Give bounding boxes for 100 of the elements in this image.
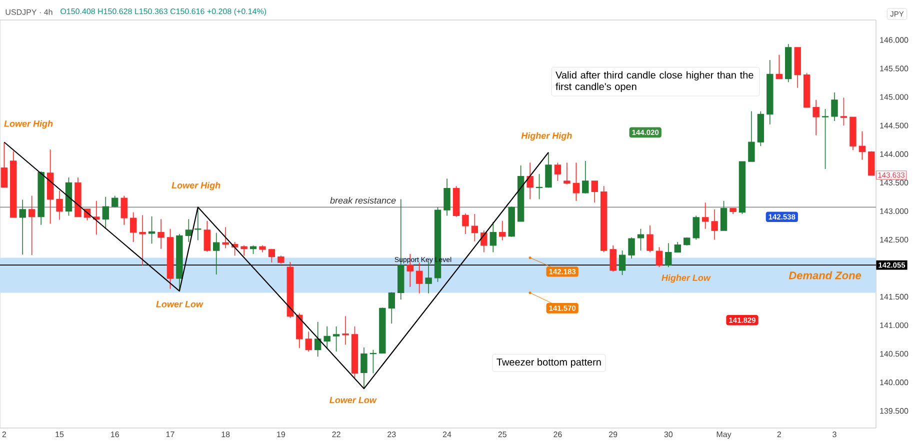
candlestick bbox=[462, 213, 469, 234]
candlestick bbox=[0, 142, 8, 188]
candlestick bbox=[720, 200, 728, 231]
y-tick-label: 140.000 bbox=[880, 380, 908, 386]
annotation: Lower High bbox=[172, 182, 220, 190]
candlestick bbox=[610, 244, 616, 272]
y-tick-label: 141.000 bbox=[880, 322, 908, 328]
candlestick bbox=[360, 347, 368, 390]
candlestick bbox=[332, 326, 340, 352]
candlestick bbox=[831, 92, 838, 122]
candlestick bbox=[646, 225, 654, 253]
x-tick-label: 26 bbox=[554, 432, 562, 438]
candlestick bbox=[185, 218, 192, 242]
candlestick bbox=[702, 202, 709, 230]
candlestick bbox=[480, 230, 488, 253]
candlestick bbox=[628, 237, 635, 259]
x-tick-label: 2 bbox=[2, 432, 6, 438]
candlestick bbox=[130, 212, 137, 242]
y-tick-label: 142.500 bbox=[880, 236, 908, 243]
x-tick-label: 19 bbox=[277, 432, 285, 438]
candlestick bbox=[656, 246, 663, 268]
annotation: Higher High bbox=[521, 132, 572, 141]
candlestick bbox=[637, 228, 644, 251]
candlestick bbox=[490, 222, 496, 253]
band-label: Demand Zone bbox=[788, 271, 862, 280]
candlestick bbox=[840, 97, 848, 126]
x-tick-label: 3 bbox=[832, 432, 836, 438]
y-tick-label: 144.500 bbox=[880, 122, 908, 128]
candlestick bbox=[674, 242, 681, 253]
candlestick bbox=[564, 162, 570, 185]
chart-title: USDJPY · 4h bbox=[6, 9, 52, 15]
candlestick bbox=[305, 331, 312, 352]
x-tick-label: 23 bbox=[388, 432, 396, 438]
candlestick bbox=[324, 326, 330, 349]
x-tick-label: May bbox=[716, 432, 732, 439]
candlestick bbox=[554, 162, 562, 182]
ref-line-label: break resistance bbox=[330, 197, 396, 204]
annotation: Lower High bbox=[4, 120, 53, 129]
x-tick-label: 22 bbox=[332, 432, 340, 438]
candlestick bbox=[240, 244, 248, 256]
x-tick-label: 24 bbox=[442, 432, 452, 438]
candlestick bbox=[194, 206, 202, 241]
candlestick bbox=[268, 248, 276, 263]
candlestick bbox=[711, 209, 718, 240]
candlestick bbox=[545, 152, 552, 188]
x-tick-label: 25 bbox=[498, 432, 506, 438]
candlestick bbox=[618, 250, 626, 276]
y-tick-label: 146.000 bbox=[880, 37, 908, 43]
y-tick-label: 141.500 bbox=[880, 294, 908, 300]
candlestick bbox=[526, 162, 534, 200]
y-tick-label: 144.000 bbox=[880, 151, 908, 157]
candlestick bbox=[868, 150, 875, 176]
candlestick bbox=[139, 214, 146, 266]
candlestick bbox=[591, 180, 598, 203]
y-tick-label: 139.500 bbox=[880, 408, 908, 414]
annotation: Tweezer bottom pattern bbox=[496, 358, 601, 368]
x-tick-label: 18 bbox=[222, 432, 230, 438]
chart-subtitle: O150.408 H150.628 L150.363 C150.616 +0.208 (+0.14%) bbox=[60, 8, 266, 16]
candlestick bbox=[120, 195, 128, 226]
candlestick bbox=[858, 130, 866, 160]
annotation: Lower Low bbox=[330, 396, 377, 404]
candlestick bbox=[388, 292, 395, 324]
y-tick-label: 143.500 bbox=[880, 180, 908, 186]
candlestick bbox=[692, 215, 700, 240]
candlestick bbox=[582, 160, 589, 194]
candlestick bbox=[314, 321, 322, 358]
candlestick bbox=[748, 110, 755, 162]
candlestick bbox=[158, 218, 164, 250]
candlestick bbox=[56, 190, 63, 220]
x-tick-label: 16 bbox=[111, 432, 119, 438]
candlestick bbox=[93, 200, 100, 235]
candlestick bbox=[572, 162, 580, 202]
candlestick bbox=[425, 262, 432, 294]
candlestick bbox=[19, 199, 26, 255]
annotation: Higher Low bbox=[662, 274, 711, 283]
candlestick bbox=[812, 99, 820, 136]
candlestick bbox=[416, 262, 423, 294]
y-tick-label: 145.000 bbox=[880, 94, 908, 100]
candlestick bbox=[471, 214, 478, 242]
candlestick bbox=[665, 242, 672, 268]
candlestick bbox=[444, 178, 450, 216]
y-tick-label: 140.500 bbox=[880, 350, 908, 357]
candlestick bbox=[342, 316, 349, 346]
candlestick bbox=[822, 108, 829, 170]
candlestick bbox=[499, 220, 506, 241]
candlestick bbox=[776, 54, 782, 80]
x-tick-label: 17 bbox=[166, 432, 174, 438]
candlestick bbox=[28, 195, 36, 256]
x-tick-label: 30 bbox=[664, 432, 673, 438]
candlestick bbox=[222, 226, 229, 249]
x-tick-label: 29 bbox=[609, 432, 618, 438]
candlestick bbox=[296, 312, 303, 349]
x-tick-label: 2 bbox=[777, 432, 781, 438]
candlestick bbox=[204, 220, 210, 252]
y-tick-label: 143.000 bbox=[880, 208, 908, 214]
candlestick bbox=[102, 196, 109, 230]
y-tick-label: 145.500 bbox=[880, 66, 908, 72]
candlestick bbox=[213, 232, 220, 275]
annotation: Valid after third candle close higher than the first candle's open bbox=[556, 71, 754, 92]
x-tick-label: 15 bbox=[56, 432, 64, 438]
